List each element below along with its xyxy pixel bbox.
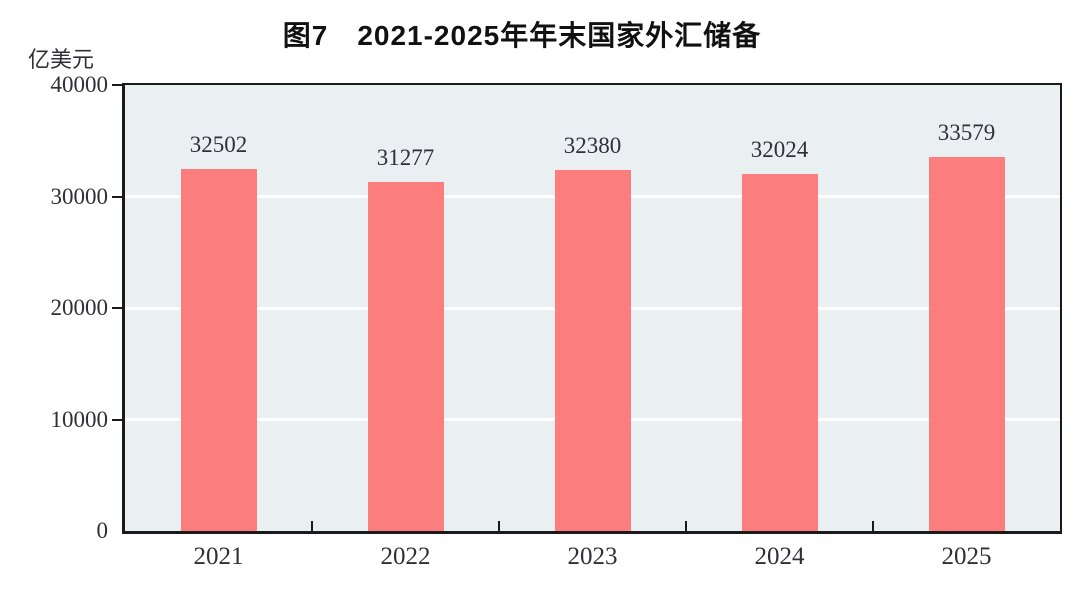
chart-title: 图7 2021-2025年年末国家外汇储备 bbox=[282, 20, 762, 51]
bar-2023 bbox=[554, 169, 631, 531]
x-axis-tick bbox=[872, 521, 874, 531]
y-axis-tick bbox=[112, 195, 125, 198]
bar-value-label: 33579 bbox=[937, 119, 996, 145]
x-axis-label-2023: 2023 bbox=[567, 543, 618, 570]
x-axis-label-2025: 2025 bbox=[941, 543, 992, 570]
bar-2021 bbox=[180, 168, 257, 531]
x-axis-tick bbox=[498, 521, 500, 531]
bar-2025 bbox=[928, 156, 1005, 531]
bar-value-label: 32502 bbox=[189, 131, 248, 157]
y-axis-label-10000: 10000 bbox=[50, 406, 109, 432]
y-axis-tick bbox=[112, 307, 125, 309]
y-axis-unit-label: 亿美元 bbox=[28, 47, 95, 72]
y-axis-tick bbox=[112, 84, 125, 86]
y-axis-label-40000: 40000 bbox=[50, 72, 109, 97]
x-axis-tick bbox=[311, 521, 313, 531]
bar-2022 bbox=[367, 182, 444, 531]
y-axis-label-20000: 20000 bbox=[50, 295, 109, 320]
x-axis-label-2022: 2022 bbox=[380, 543, 431, 570]
bar-value-label: 32024 bbox=[750, 136, 809, 162]
bar-2024 bbox=[741, 173, 818, 531]
bar-value-label: 31277 bbox=[376, 145, 435, 171]
y-axis-tick bbox=[112, 418, 125, 421]
bar-value-label: 32380 bbox=[563, 132, 622, 158]
y-axis-label-30000: 30000 bbox=[50, 183, 109, 209]
plot-area: 32502 31277 32380 32024 33579 bbox=[122, 83, 1062, 534]
x-axis-label-2021: 2021 bbox=[193, 543, 244, 570]
y-axis-label-0: 0 bbox=[96, 518, 109, 543]
x-axis-tick bbox=[685, 521, 687, 531]
x-axis-label-2024: 2024 bbox=[754, 543, 805, 570]
